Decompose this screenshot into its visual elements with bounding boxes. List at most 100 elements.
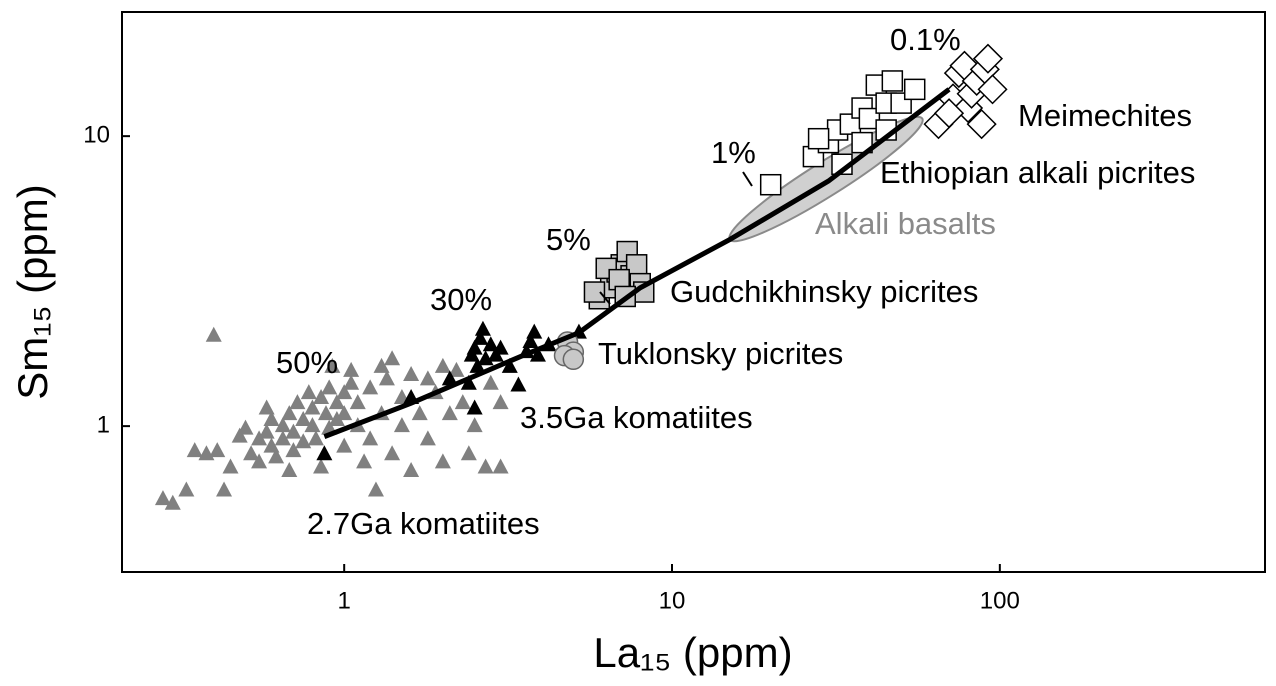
point xyxy=(411,405,428,421)
point xyxy=(858,107,881,130)
point xyxy=(154,490,171,506)
point xyxy=(492,394,509,410)
point xyxy=(454,394,471,410)
melt-curve xyxy=(323,87,951,439)
series-label: 2.7Ga komatiites xyxy=(307,506,540,541)
x-tick-label: 100 xyxy=(980,587,1020,614)
point xyxy=(231,427,248,443)
series-label: Ethiopian alkali picrites xyxy=(880,155,1195,190)
point xyxy=(466,339,483,355)
point xyxy=(529,346,546,362)
point xyxy=(807,127,830,150)
point xyxy=(343,361,360,377)
point xyxy=(317,405,334,421)
plot-frame xyxy=(121,11,1266,573)
point xyxy=(977,74,1008,105)
point xyxy=(274,430,291,446)
point xyxy=(336,384,353,400)
point xyxy=(178,481,195,497)
point xyxy=(243,445,260,461)
x-axis-label: La₁₅ (ppm) xyxy=(593,629,792,676)
point xyxy=(263,410,280,426)
point xyxy=(258,423,275,439)
point xyxy=(482,374,499,390)
point xyxy=(304,417,321,433)
point xyxy=(304,399,321,415)
point xyxy=(313,389,330,405)
point xyxy=(274,417,291,433)
point xyxy=(441,370,458,386)
point xyxy=(393,417,410,433)
point xyxy=(285,423,302,439)
point xyxy=(281,462,298,478)
point xyxy=(258,399,275,415)
point xyxy=(295,410,312,426)
point xyxy=(966,109,997,140)
point xyxy=(328,410,345,426)
point xyxy=(510,376,527,392)
point xyxy=(469,357,486,373)
melt-label: 30% xyxy=(430,282,492,317)
melt-label: 50% xyxy=(276,345,338,380)
point xyxy=(362,379,379,395)
point xyxy=(492,339,509,355)
point xyxy=(295,433,312,449)
point xyxy=(186,442,203,458)
series-label: 3.5Ga komatiites xyxy=(520,400,753,435)
point xyxy=(356,453,373,469)
point xyxy=(343,374,360,390)
point xyxy=(403,462,420,478)
y-axis-label: Sm₁₅ (ppm) xyxy=(9,184,56,399)
point xyxy=(466,417,483,433)
point xyxy=(307,430,324,446)
point xyxy=(285,442,302,458)
point xyxy=(434,453,451,469)
point xyxy=(972,43,1004,74)
point xyxy=(336,437,353,453)
point xyxy=(251,453,268,469)
point xyxy=(313,458,330,474)
point xyxy=(378,370,395,386)
point xyxy=(441,405,458,421)
point xyxy=(349,394,366,410)
point xyxy=(300,384,317,400)
point xyxy=(336,405,353,421)
point xyxy=(289,394,306,410)
point xyxy=(321,379,338,395)
point xyxy=(434,357,451,373)
point xyxy=(384,350,401,366)
point xyxy=(268,448,285,464)
point xyxy=(324,357,341,373)
point xyxy=(522,333,539,349)
point xyxy=(466,399,483,415)
point xyxy=(209,442,226,458)
x-tick-label: 1 xyxy=(338,587,351,614)
melt-label: 5% xyxy=(546,222,591,257)
series-label: Meimechites xyxy=(1018,98,1192,133)
melt-label: 1% xyxy=(711,135,756,170)
point xyxy=(362,430,379,446)
point xyxy=(419,370,436,386)
point xyxy=(205,326,222,342)
point xyxy=(460,445,477,461)
point xyxy=(384,445,401,461)
point xyxy=(492,458,509,474)
series-label: Gudchikhinsky picrites xyxy=(670,274,978,309)
point xyxy=(281,405,298,421)
point xyxy=(526,323,543,339)
point xyxy=(460,374,477,390)
point xyxy=(477,458,494,474)
field-label: Alkali basalts xyxy=(815,206,996,241)
point xyxy=(903,78,926,101)
point xyxy=(472,329,489,345)
point xyxy=(373,357,390,373)
point xyxy=(164,494,181,510)
point xyxy=(482,336,499,352)
series-label: Tuklonsky picrites xyxy=(598,336,843,371)
x-tick-label: 10 xyxy=(659,587,686,614)
point xyxy=(419,430,436,446)
point xyxy=(328,394,345,410)
leader xyxy=(599,291,611,305)
point xyxy=(881,70,904,92)
